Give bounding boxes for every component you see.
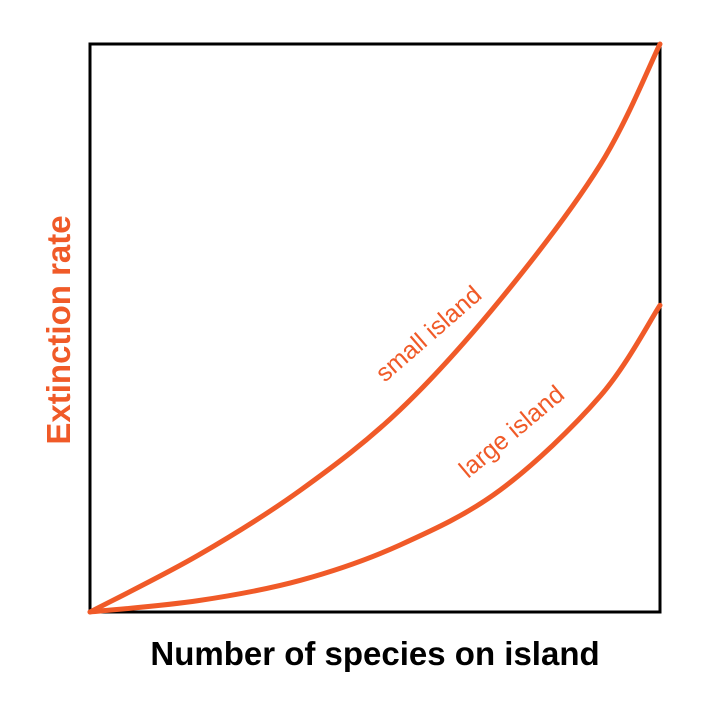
plot-frame: [88, 42, 662, 614]
x-axis-label: Number of species on island: [150, 635, 599, 672]
large-island-label: large island: [454, 380, 570, 484]
small-island-curve: [87, 41, 663, 615]
large-island-curve: [87, 302, 663, 615]
y-axis-label: Extinction rate: [40, 215, 77, 444]
